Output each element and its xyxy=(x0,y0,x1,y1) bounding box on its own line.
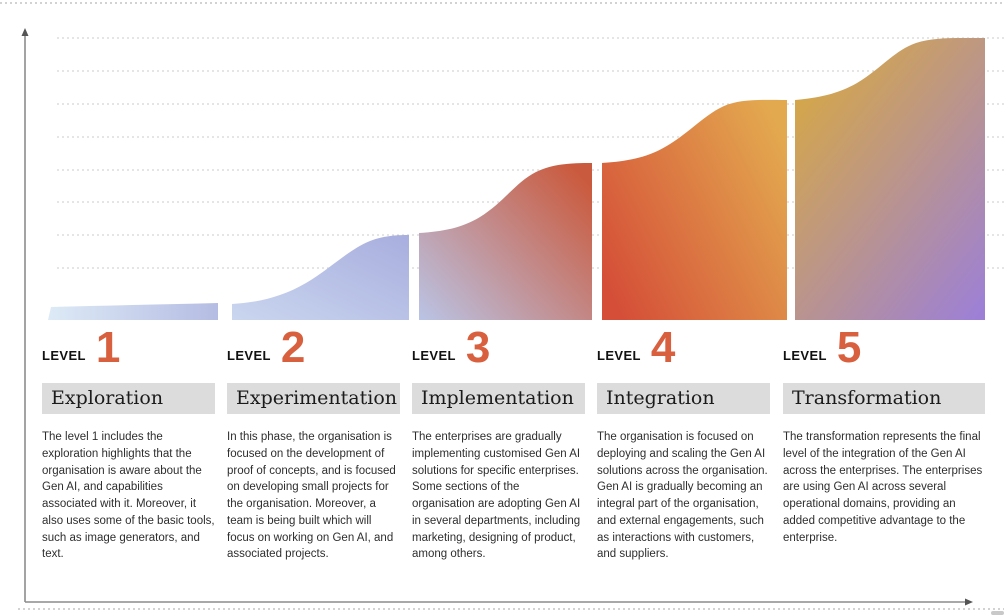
level-2-heading: LEVEL 2 xyxy=(227,322,400,370)
level-5-heading: LEVEL 5 xyxy=(783,322,985,370)
level-3-column: LEVEL 3 Implementation The enterprises a… xyxy=(412,322,585,563)
level-1-label: LEVEL xyxy=(42,348,86,363)
level-3-number: 3 xyxy=(465,323,491,372)
level-2-number: 2 xyxy=(280,323,306,372)
maturity-curve-segment-1 xyxy=(48,303,218,320)
maturity-curve-segment-2 xyxy=(232,235,409,320)
level-5-description: The transformation represents the final … xyxy=(783,431,983,544)
level-1-title: Exploration xyxy=(42,383,215,414)
level-4-label: LEVEL xyxy=(597,348,641,363)
maturity-curve-segment-5 xyxy=(795,37,985,320)
maturity-curve-segment-3 xyxy=(419,163,592,320)
level-1-heading: LEVEL 1 xyxy=(42,322,215,370)
level-2-column: LEVEL 2 Experimentation In this phase, t… xyxy=(227,322,400,563)
level-4-heading: LEVEL 4 xyxy=(597,322,770,370)
x-axis-arrow-icon xyxy=(965,598,973,606)
level-4-column: LEVEL 4 Integration The organisation is … xyxy=(597,322,770,563)
level-3-label: LEVEL xyxy=(412,348,456,363)
level-2-title: Experimentation xyxy=(227,383,400,414)
level-4-title: Integration xyxy=(597,383,770,414)
level-3-heading: LEVEL 3 xyxy=(412,322,585,370)
level-5-number: 5 xyxy=(836,323,862,372)
maturity-curve-segment-4 xyxy=(602,99,787,320)
level-5-column: LEVEL 5 Transformation The transformatio… xyxy=(783,322,985,546)
level-1-number: 1 xyxy=(95,323,121,372)
level-2-label: LEVEL xyxy=(227,348,271,363)
level-1-column: LEVEL 1 Exploration The level 1 includes… xyxy=(42,322,215,563)
level-4-number: 4 xyxy=(650,323,676,372)
level-3-description: The enterprises are gradually implementi… xyxy=(412,431,581,561)
corner-mark xyxy=(991,611,1004,615)
level-3-title: Implementation xyxy=(412,383,585,414)
level-2-description: In this phase, the organisation is focus… xyxy=(227,431,396,561)
y-axis-arrow-icon xyxy=(21,28,29,36)
level-5-title: Transformation xyxy=(783,383,985,414)
level-1-description: The level 1 includes the exploration hig… xyxy=(42,431,215,561)
level-5-label: LEVEL xyxy=(783,348,827,363)
level-4-description: The organisation is focused on deploying… xyxy=(597,431,768,561)
